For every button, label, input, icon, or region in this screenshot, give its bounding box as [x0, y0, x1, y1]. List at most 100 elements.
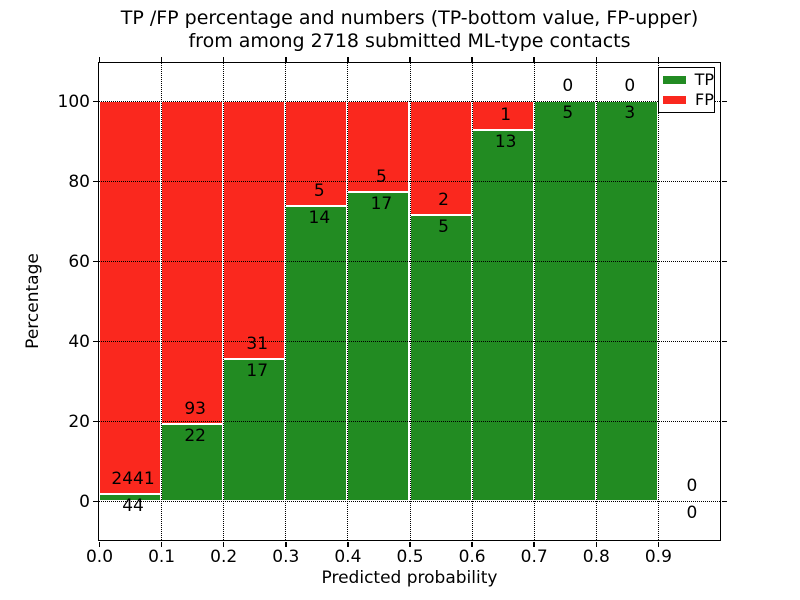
chart-title-line1: TP /FP percentage and numbers (TP-bottom… [120, 7, 699, 29]
x-tick-mark [409, 542, 411, 547]
x-tick-mark [347, 542, 349, 547]
tp-count-label: 17 [370, 193, 393, 214]
bar-tp-segment [471, 129, 534, 501]
y-tick-label: 80 [68, 171, 90, 192]
y-tick-mark [93, 340, 98, 343]
x-tick-label: 0.7 [520, 547, 548, 567]
tp-count-label: 3 [624, 103, 636, 123]
legend-swatch-fp-icon [663, 95, 686, 104]
x-tick-label: 0.2 [210, 547, 238, 567]
x-tick-mark [471, 542, 473, 547]
x-tick-mark-top [533, 57, 535, 62]
y-tick-mark [93, 180, 98, 183]
bar-tp-segment [347, 191, 410, 501]
legend-row-fp: FP [659, 91, 714, 109]
y-tick-label: 40 [68, 331, 90, 352]
y-tick-label: 100 [57, 91, 90, 112]
y-tick-mark-right [722, 420, 727, 423]
tp-count-label: 5 [438, 217, 449, 238]
gridline-vertical [533, 63, 535, 540]
gridline-vertical [285, 63, 287, 540]
x-tick-mark-top [98, 57, 101, 62]
fp-count-label: 2441 [111, 468, 155, 489]
y-tick-mark [93, 500, 98, 503]
y-tick-mark-right [722, 260, 727, 263]
x-tick-mark [595, 542, 598, 547]
tp-count-label: 14 [308, 208, 331, 229]
legend-row-tp: TP [659, 71, 714, 89]
fp-count-label: 0 [686, 476, 698, 496]
tp-count-label: 5 [562, 103, 574, 123]
gridline-vertical [223, 63, 225, 540]
x-tick-mark [285, 542, 287, 547]
x-tick-mark-top [409, 57, 411, 62]
fp-count-label: 5 [376, 166, 387, 187]
x-tick-mark-top [285, 57, 287, 62]
bar-fp-segment [161, 101, 224, 425]
bar-tp-segment [285, 206, 348, 501]
fp-count-label: 0 [562, 76, 574, 96]
x-tick-label: 0.5 [396, 547, 424, 567]
x-tick-mark [160, 542, 163, 547]
chart-title: TP /FP percentage and numbers (TP-bottom… [99, 7, 720, 53]
x-tick-mark [533, 542, 535, 547]
fp-count-label: 1 [500, 104, 512, 125]
tp-count-label: 22 [184, 426, 206, 447]
y-tick-label: 20 [68, 411, 90, 432]
gridline-vertical [657, 63, 659, 540]
bar-tp-segment [161, 424, 224, 501]
chart-title-line2: from among 2718 submitted ML-type contac… [188, 30, 631, 52]
gridline-vertical [471, 63, 473, 540]
gridline-vertical [595, 63, 597, 540]
x-tick-mark-top [222, 57, 225, 62]
tp-count-label: 13 [494, 131, 517, 152]
y-tick-label: 0 [79, 491, 90, 512]
x-tick-label: 0.3 [272, 547, 300, 567]
x-tick-mark [98, 542, 101, 547]
x-tick-mark-top [347, 57, 349, 62]
gridline-vertical [409, 63, 411, 540]
x-tick-label: 0.4 [334, 547, 362, 567]
y-tick-mark [93, 100, 98, 103]
bar-tp-segment [533, 101, 596, 501]
bar-fp-segment [347, 101, 410, 192]
legend-label-fp: FP [695, 89, 714, 109]
fp-count-label: 93 [184, 399, 206, 420]
tp-count-label: 44 [122, 495, 144, 516]
y-tick-mark-right [722, 500, 727, 503]
y-tick-mark-right [722, 340, 727, 343]
x-tick-mark [657, 542, 660, 547]
fp-count-label: 31 [246, 334, 269, 355]
y-tick-mark-right [722, 100, 727, 103]
legend-label-tp: TP [694, 70, 714, 90]
x-tick-mark-top [595, 57, 598, 62]
fp-count-label: 0 [624, 76, 636, 96]
y-tick-mark [93, 260, 98, 263]
fp-count-label: 2 [438, 190, 449, 211]
x-tick-label: 0.6 [458, 547, 486, 567]
legend: TP FP [658, 67, 715, 113]
x-tick-label: 0.8 [582, 547, 610, 567]
plot-area: 2441 44 93 22 31 17 5 14 5 17 2 5 1 13 0 5 0 3 0 0 [98, 62, 721, 541]
x-tick-label: 0.9 [644, 547, 672, 567]
x-tick-label: 0.0 [85, 547, 114, 567]
y-tick-mark-right [722, 180, 727, 183]
tp-count-label: 0 [686, 503, 698, 523]
gridline-vertical [161, 63, 163, 540]
y-tick-mark [93, 420, 98, 423]
fp-count-label: 5 [313, 181, 325, 202]
x-tick-label: 0.1 [148, 547, 176, 567]
legend-swatch-tp-icon [663, 76, 686, 85]
tp-count-label: 17 [246, 361, 269, 382]
bar-tp-segment [595, 101, 658, 501]
x-tick-mark-top [657, 57, 660, 62]
y-tick-label: 60 [68, 251, 90, 272]
bar-tp-segment [99, 493, 162, 501]
gridline-vertical [347, 63, 349, 540]
bar-fp-segment [223, 101, 286, 360]
x-tick-mark-top [471, 57, 473, 62]
x-tick-mark [222, 542, 225, 547]
bar-fp-segment [99, 101, 162, 494]
bar-tp-segment [409, 215, 472, 501]
